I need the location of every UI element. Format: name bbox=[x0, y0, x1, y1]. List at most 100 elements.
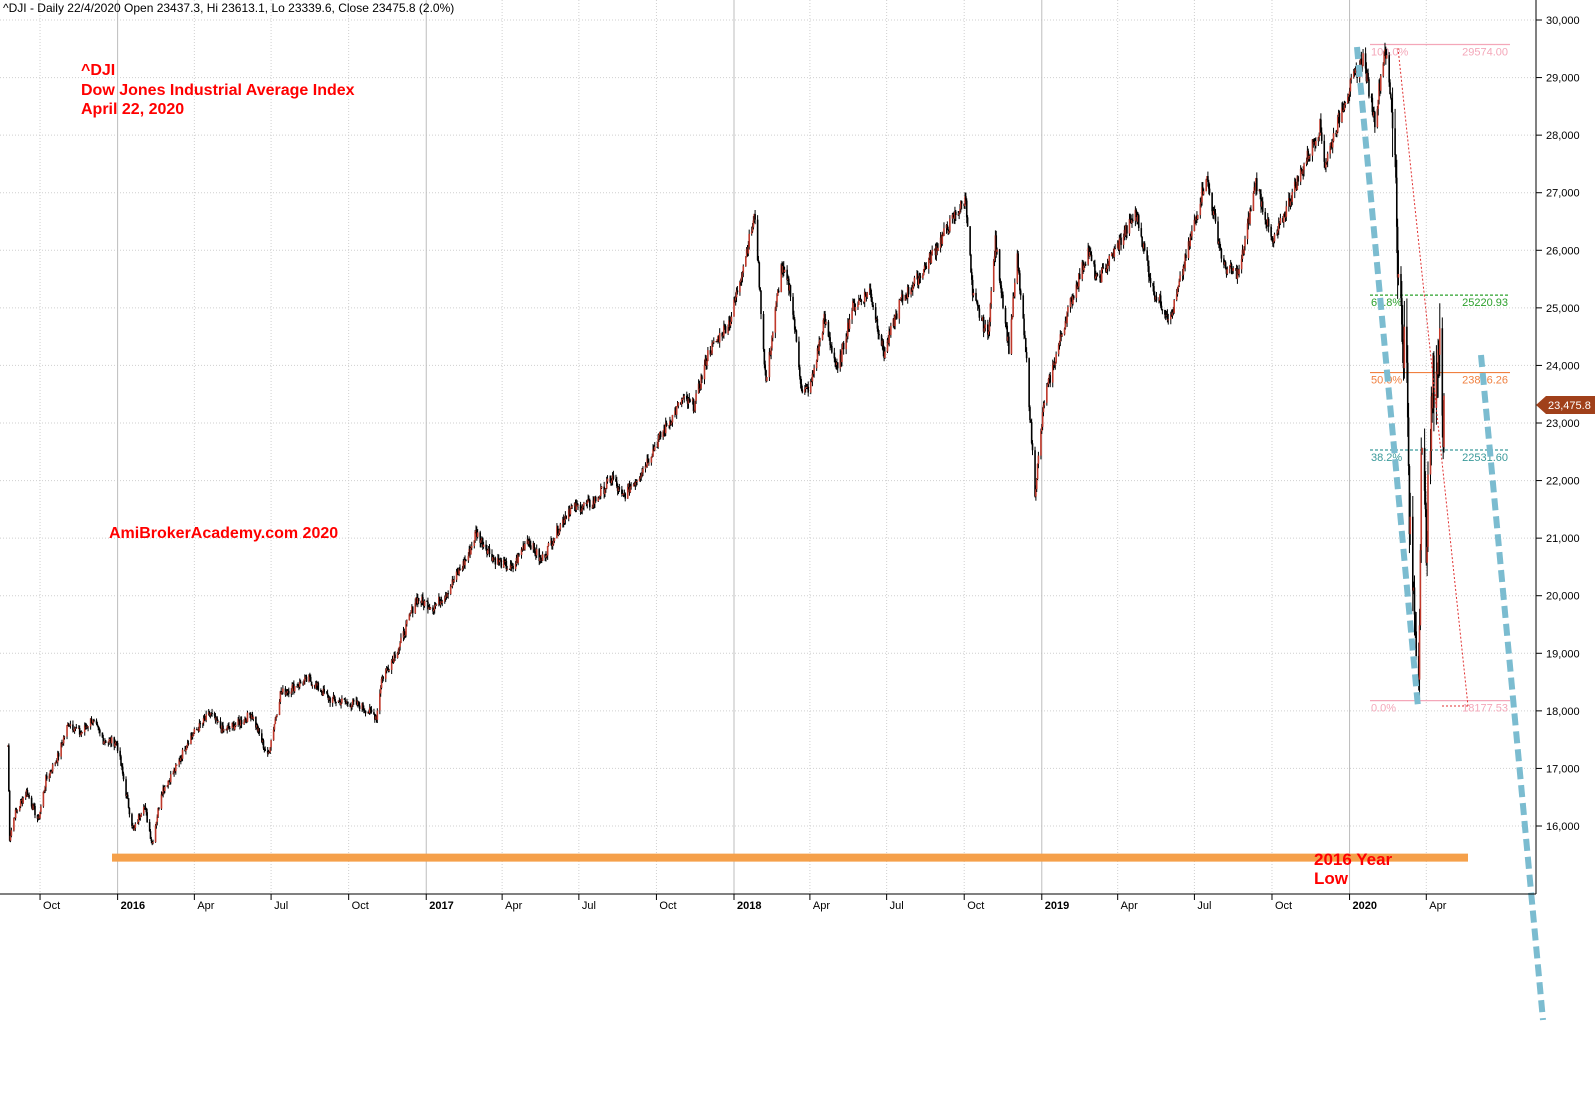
candle-body bbox=[292, 683, 294, 686]
candle-body bbox=[1266, 224, 1268, 226]
candle-body bbox=[134, 823, 137, 829]
candle-body bbox=[1406, 362, 1409, 418]
candle-body bbox=[14, 809, 17, 819]
candle-body bbox=[356, 700, 358, 706]
candle-body bbox=[492, 557, 494, 561]
candle-body bbox=[414, 602, 417, 614]
candle-body bbox=[1164, 310, 1166, 315]
candle-body bbox=[379, 693, 381, 711]
candle-body bbox=[239, 720, 242, 726]
candle-body bbox=[451, 579, 454, 587]
candle-body bbox=[1341, 107, 1343, 123]
candle-body bbox=[704, 358, 707, 365]
candle-body bbox=[1379, 75, 1382, 91]
candle-body bbox=[1388, 55, 1390, 83]
candle-body bbox=[1147, 260, 1149, 267]
candle-body bbox=[1273, 234, 1276, 242]
candle-body bbox=[373, 712, 375, 715]
candle-body bbox=[332, 695, 335, 698]
candle-body bbox=[906, 297, 908, 299]
candle-body bbox=[1188, 241, 1191, 247]
candle-body bbox=[144, 806, 147, 809]
candle-body bbox=[627, 483, 630, 487]
candle-body bbox=[728, 320, 730, 328]
candle-body bbox=[834, 358, 836, 363]
candle-body bbox=[376, 710, 379, 720]
candle-body bbox=[461, 568, 464, 571]
candle-body bbox=[833, 352, 836, 359]
candle-body bbox=[828, 336, 831, 338]
candle-body bbox=[382, 676, 385, 679]
candle-body bbox=[344, 699, 347, 703]
candle-body bbox=[1202, 191, 1205, 195]
candle-body bbox=[681, 399, 684, 401]
candle-body bbox=[930, 254, 933, 263]
candle-body bbox=[311, 685, 314, 687]
candle-body bbox=[1396, 226, 1399, 278]
candle-body bbox=[521, 549, 524, 551]
candle-body bbox=[846, 336, 848, 339]
candle-body bbox=[488, 548, 491, 555]
candle-body bbox=[535, 553, 537, 556]
candle-body bbox=[992, 260, 995, 291]
candle-body bbox=[1099, 275, 1101, 278]
candle-body bbox=[107, 741, 110, 743]
candle-body bbox=[911, 287, 914, 291]
candle-body bbox=[1325, 161, 1328, 163]
candle-body bbox=[504, 561, 507, 563]
candle-body bbox=[857, 304, 859, 307]
candle-body bbox=[597, 497, 600, 502]
candle-body bbox=[916, 273, 918, 278]
candle-body bbox=[632, 483, 635, 487]
candle-body bbox=[447, 593, 449, 595]
candle-body bbox=[55, 761, 57, 764]
candle-body bbox=[97, 725, 100, 728]
candle-body bbox=[687, 398, 690, 404]
candle-body bbox=[331, 697, 334, 703]
candle-body bbox=[445, 595, 448, 597]
candle-body bbox=[410, 612, 412, 614]
candle-body bbox=[1370, 96, 1373, 98]
candle-body bbox=[982, 316, 985, 332]
candle-body bbox=[580, 510, 583, 512]
candle-body bbox=[352, 699, 354, 705]
candle-body bbox=[1078, 273, 1080, 287]
candle-body bbox=[1406, 326, 1408, 363]
candle-body bbox=[742, 266, 745, 273]
candle-body bbox=[1034, 450, 1036, 497]
candle-body bbox=[458, 568, 460, 575]
candle-body bbox=[456, 571, 459, 573]
candle-body bbox=[1137, 215, 1139, 222]
candle-body bbox=[375, 716, 378, 720]
candle-body bbox=[191, 735, 193, 737]
candle-body bbox=[898, 299, 901, 319]
candle-body bbox=[262, 740, 265, 749]
candle-body bbox=[565, 515, 568, 519]
candle-body bbox=[497, 557, 500, 563]
candle-body bbox=[841, 342, 844, 349]
candle-body bbox=[226, 726, 229, 731]
candle-body bbox=[733, 299, 735, 317]
candle-body bbox=[113, 737, 116, 747]
candle-body bbox=[98, 727, 100, 731]
candle-body bbox=[67, 723, 70, 726]
candle-body bbox=[251, 714, 254, 719]
y-tick-label: 23,000 bbox=[1546, 418, 1580, 430]
candle-body bbox=[871, 301, 874, 306]
candle-body bbox=[917, 273, 919, 285]
fib-level-pct: 100.0% bbox=[1371, 47, 1409, 59]
candle-body bbox=[1278, 223, 1281, 225]
candle-body bbox=[1053, 361, 1056, 366]
candle-body bbox=[217, 721, 219, 723]
candle-body bbox=[386, 668, 389, 670]
candle-body bbox=[1335, 133, 1337, 135]
candle-body bbox=[428, 607, 431, 610]
candle-body bbox=[1242, 249, 1245, 254]
candle-body bbox=[446, 593, 449, 597]
candle-body bbox=[1360, 58, 1363, 66]
candle-body bbox=[51, 771, 53, 773]
candle-body bbox=[1254, 186, 1256, 191]
candle-body bbox=[258, 728, 261, 734]
candle-body bbox=[221, 725, 223, 733]
candle-body bbox=[996, 249, 998, 252]
